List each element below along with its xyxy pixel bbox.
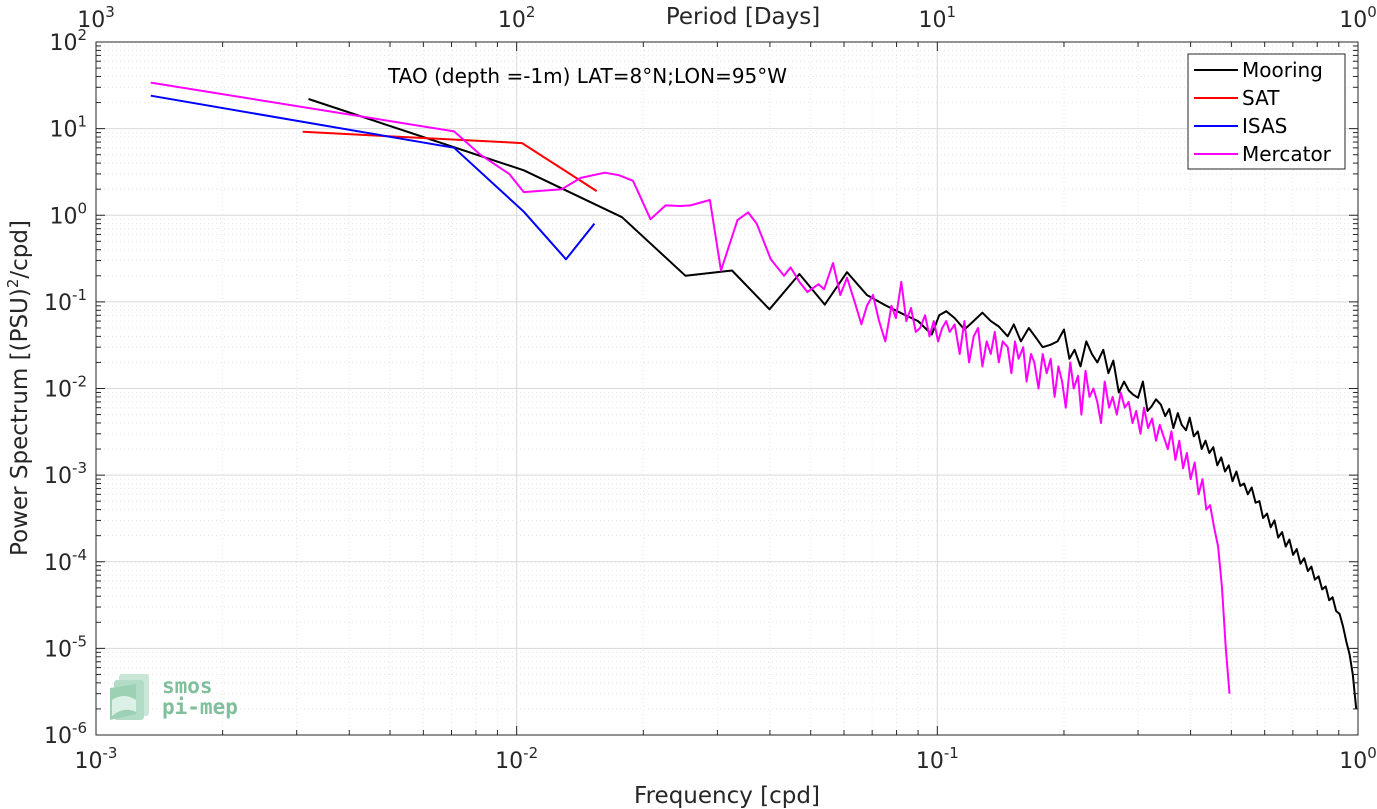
smos-pimep-logo: smos pi-mep	[110, 674, 238, 720]
x-tick-label: 10-3	[75, 744, 118, 774]
legend-label-mooring: Mooring	[1242, 58, 1323, 82]
series-line-mercator	[150, 81, 1231, 694]
top-tick-label-exp: 0	[1367, 3, 1377, 21]
y-axis-label-tail: /cpd]	[7, 220, 33, 279]
y-axis-label: Power Spectrum [(PSU)2/cpd]	[4, 220, 33, 556]
y-tick-label-exp: -4	[72, 546, 87, 564]
top-tick-label-base: 10	[1339, 8, 1367, 33]
y-tick-label-exp: 2	[77, 26, 87, 44]
y-tick-label-base: 10	[44, 551, 72, 576]
top-tick-label-exp: 1	[947, 3, 957, 21]
y-tick-label: 10-6	[44, 719, 87, 749]
y-tick-label-base: 10	[44, 724, 72, 749]
legend-label-isas: ISAS	[1242, 114, 1287, 138]
series-layer	[150, 81, 1358, 709]
chart-annotation: TAO (depth =-1m) LAT=8°N;LON=95°W	[387, 64, 787, 88]
x-tick-label-exp: -1	[944, 744, 959, 762]
x-tick-label-base: 10	[495, 749, 523, 774]
y-tick-label-base: 10	[49, 118, 77, 143]
legend-label-mercator: Mercator	[1242, 142, 1332, 166]
y-tick-label-exp: 0	[77, 199, 87, 217]
x-tick-label: 10-1	[916, 744, 959, 774]
series-line-sat	[302, 130, 598, 192]
series-line-isas	[150, 94, 596, 261]
y-tick-label: 100	[49, 199, 87, 229]
y-tick-label: 10-1	[44, 286, 87, 316]
x-tick-label-exp: -3	[103, 744, 118, 762]
legend: Mooring SAT ISAS Mercator	[1187, 53, 1346, 170]
y-axis-label-main: Power Spectrum [(PSU)	[7, 288, 33, 556]
logo-text-line2: pi-mep	[162, 695, 238, 719]
y-tick-label-exp: 1	[77, 113, 87, 131]
y-tick-label-base: 10	[44, 637, 72, 662]
y-tick-label-exp: -3	[72, 459, 87, 477]
top-tick-label: 103	[77, 3, 115, 33]
y-tick-label-exp: -1	[72, 286, 87, 304]
top-tick-label-base: 10	[77, 8, 105, 33]
y-tick-label-base: 10	[49, 204, 77, 229]
y-tick-label: 10-3	[44, 459, 87, 489]
top-tick-label: 100	[1339, 3, 1377, 33]
y-tick-label: 10-2	[44, 373, 87, 403]
x-tick-label-exp: -2	[523, 744, 538, 762]
y-tick-label: 10-5	[44, 632, 87, 662]
top-tick-label-exp: 3	[105, 3, 115, 21]
y-tick-label: 101	[49, 113, 87, 143]
top-tick-label: 102	[498, 3, 536, 33]
logo-text-line1: smos	[162, 674, 213, 698]
y-tick-label: 10-4	[44, 546, 87, 576]
top-tick-label-exp: 2	[526, 3, 536, 21]
x-tick-label: 10-2	[495, 744, 538, 774]
y-tick-label-exp: -2	[72, 373, 87, 391]
legend-label-sat: SAT	[1242, 86, 1280, 110]
x-tick-label: 100	[1339, 744, 1377, 774]
x-axis-label: Frequency [cpd]	[634, 783, 820, 809]
top-axis-label: Period [Days]	[666, 4, 820, 30]
top-tick-label: 101	[919, 3, 957, 33]
x-tick-label-base: 10	[916, 749, 944, 774]
y-tick-label-exp: -6	[72, 719, 87, 737]
x-tick-label-base: 10	[1339, 749, 1367, 774]
y-tick-label-base: 10	[44, 291, 72, 316]
y-tick-label: 102	[49, 26, 87, 56]
grid	[95, 42, 1358, 736]
y-axis-label-sup: 2	[4, 279, 22, 289]
y-tick-label-base: 10	[44, 378, 72, 403]
y-tick-label-base: 10	[49, 31, 77, 56]
y-tick-label-base: 10	[44, 464, 72, 489]
top-tick-label-base: 10	[919, 8, 947, 33]
y-tick-label-exp: -5	[72, 632, 87, 650]
x-tick-label-base: 10	[75, 749, 103, 774]
x-tick-label-exp: 0	[1367, 744, 1377, 762]
legend-box	[1187, 53, 1346, 170]
logo-mark-icon	[110, 674, 149, 720]
top-tick-label-base: 10	[498, 8, 526, 33]
